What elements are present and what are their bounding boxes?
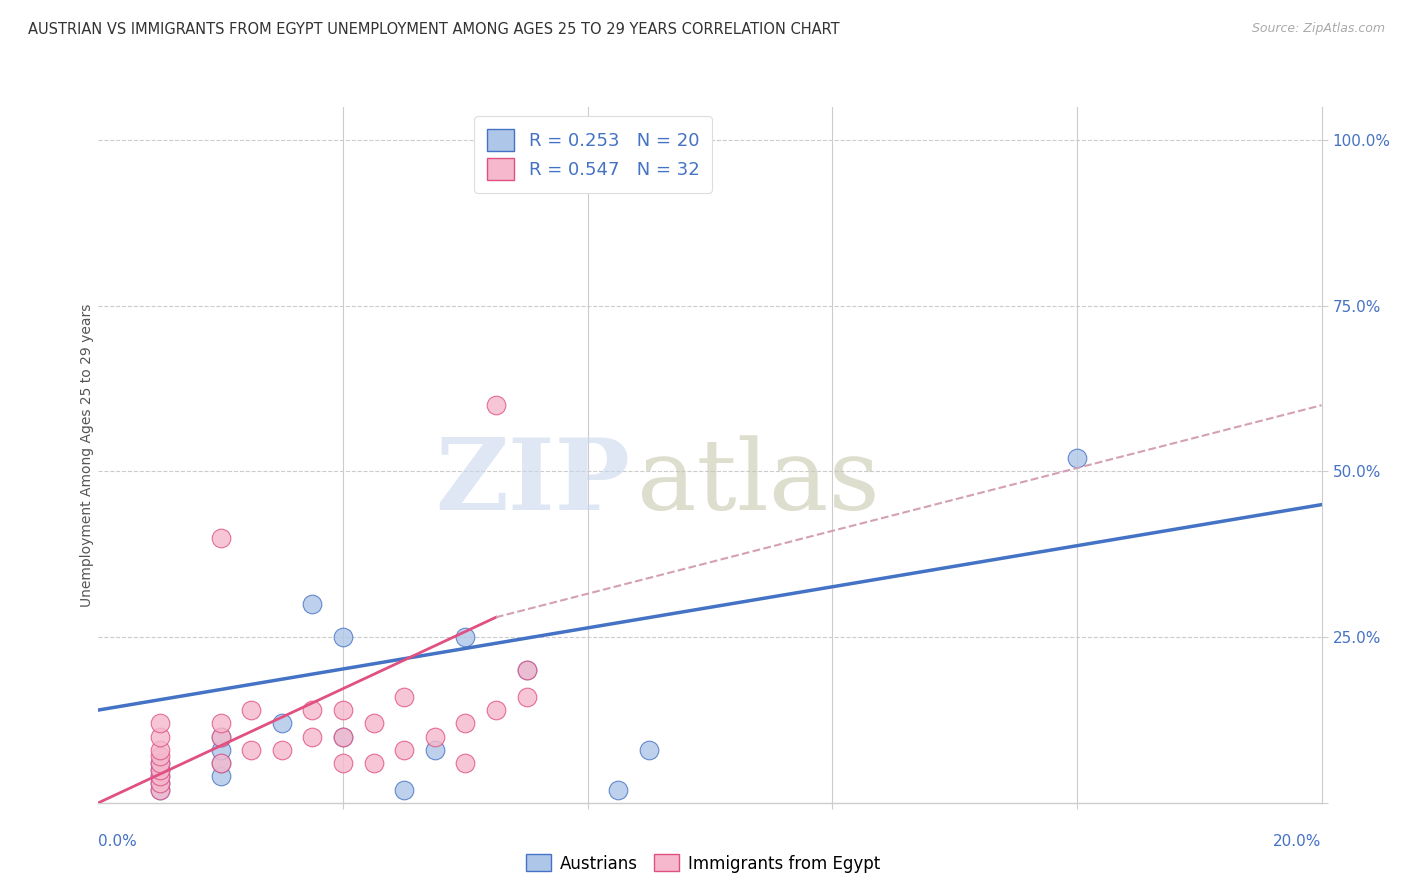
- Point: [149, 743, 172, 757]
- Point: [149, 769, 172, 783]
- Point: [516, 663, 538, 677]
- Text: 0.0%: 0.0%: [98, 834, 138, 849]
- Text: AUSTRIAN VS IMMIGRANTS FROM EGYPT UNEMPLOYMENT AMONG AGES 25 TO 29 YEARS CORRELA: AUSTRIAN VS IMMIGRANTS FROM EGYPT UNEMPL…: [28, 22, 839, 37]
- Point: [149, 769, 172, 783]
- Point: [209, 730, 232, 744]
- Point: [240, 703, 263, 717]
- Point: [149, 763, 172, 777]
- Point: [149, 749, 172, 764]
- Point: [209, 756, 232, 770]
- Y-axis label: Unemployment Among Ages 25 to 29 years: Unemployment Among Ages 25 to 29 years: [80, 303, 94, 607]
- Point: [209, 756, 232, 770]
- Point: [240, 743, 263, 757]
- Point: [485, 703, 508, 717]
- Legend: R = 0.253   N = 20, R = 0.547   N = 32: R = 0.253 N = 20, R = 0.547 N = 32: [474, 116, 711, 193]
- Point: [516, 663, 538, 677]
- Point: [301, 703, 323, 717]
- Point: [363, 716, 385, 731]
- Point: [270, 716, 292, 731]
- Point: [637, 743, 661, 757]
- Point: [149, 782, 172, 797]
- Text: atlas: atlas: [637, 435, 879, 531]
- Point: [301, 597, 323, 611]
- Legend: Austrians, Immigrants from Egypt: Austrians, Immigrants from Egypt: [520, 847, 886, 880]
- Point: [363, 756, 385, 770]
- Point: [270, 743, 292, 757]
- Point: [149, 730, 172, 744]
- Point: [209, 531, 232, 545]
- Point: [516, 690, 538, 704]
- Text: 20.0%: 20.0%: [1274, 834, 1322, 849]
- Point: [332, 756, 354, 770]
- Text: ZIP: ZIP: [436, 434, 630, 532]
- Point: [209, 730, 232, 744]
- Point: [149, 776, 172, 790]
- Point: [149, 776, 172, 790]
- Point: [149, 763, 172, 777]
- Point: [149, 756, 172, 770]
- Point: [332, 730, 354, 744]
- Point: [332, 730, 354, 744]
- Point: [332, 630, 354, 644]
- Point: [423, 730, 446, 744]
- Point: [392, 690, 416, 704]
- Point: [1066, 451, 1088, 466]
- Point: [209, 716, 232, 731]
- Text: Source: ZipAtlas.com: Source: ZipAtlas.com: [1251, 22, 1385, 36]
- Point: [485, 398, 508, 412]
- Point: [301, 730, 323, 744]
- Point: [607, 782, 630, 797]
- Point: [149, 782, 172, 797]
- Point: [392, 782, 416, 797]
- Point: [209, 769, 232, 783]
- Point: [392, 743, 416, 757]
- Point: [454, 756, 477, 770]
- Point: [423, 743, 446, 757]
- Point: [332, 703, 354, 717]
- Point: [454, 630, 477, 644]
- Point: [149, 756, 172, 770]
- Point: [149, 716, 172, 731]
- Point: [209, 743, 232, 757]
- Point: [454, 716, 477, 731]
